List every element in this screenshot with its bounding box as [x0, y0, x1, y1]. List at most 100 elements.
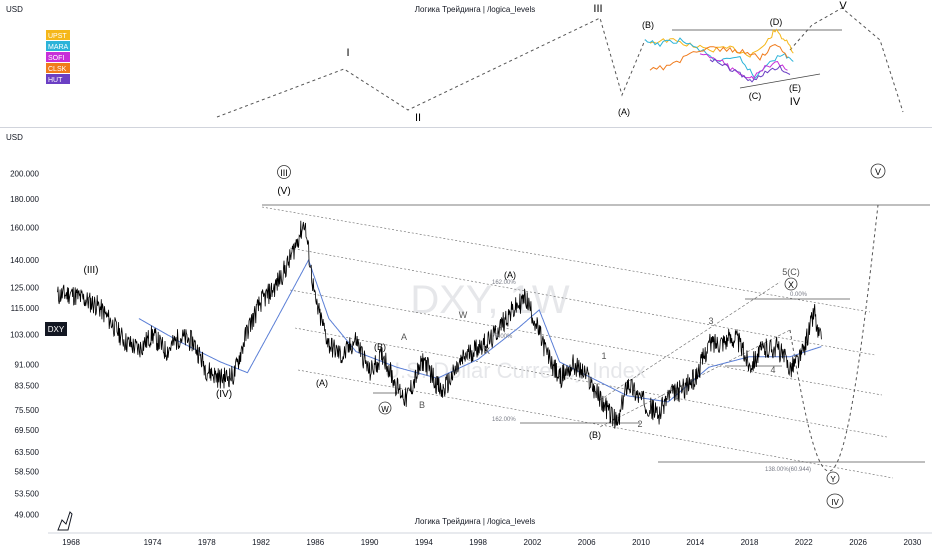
wave-label: (B)	[374, 342, 386, 352]
wave-label: X	[788, 280, 794, 290]
main-currency-label: USD	[6, 133, 23, 142]
y-tick-label: 125.000	[10, 284, 39, 293]
stock-line	[644, 37, 794, 80]
x-tick-label: 2030	[904, 538, 922, 547]
y-tick-label: 49.000	[15, 511, 40, 520]
stock-line	[709, 58, 791, 83]
wave-label: (IV)	[216, 389, 232, 400]
y-tick-label: 91.000	[15, 361, 40, 370]
ma-series-line	[138, 258, 822, 403]
top-wave-label: III	[593, 3, 602, 15]
x-tick-label: 2026	[849, 538, 867, 547]
price-series-line	[57, 220, 822, 429]
legend[interactable]: UPST MARA SOFI CLSK HUT	[46, 30, 70, 84]
wave-label: W	[459, 310, 468, 320]
name-watermark: U.S. Dollar Currency Index	[384, 358, 646, 383]
legend-label: UPST	[48, 33, 67, 40]
y-tick-label: 58.500	[15, 468, 40, 477]
legend-chip[interactable]	[46, 30, 70, 40]
top-wave-label: (E)	[789, 83, 801, 93]
fib-label: 78.00%	[492, 334, 513, 340]
x-tick-label: 1968	[62, 538, 80, 547]
top-wave-label: (B)	[642, 20, 654, 30]
x-axis[interactable]: 1968 1974 1978 1982 1986 1990 1994 1998 2002 2006…	[48, 532, 932, 547]
wave-label: 4	[770, 365, 775, 375]
moving-average-line	[138, 258, 822, 403]
x-tick-label: 1982	[252, 538, 270, 547]
price-tag: DXY	[48, 325, 65, 334]
stock-lines	[644, 28, 794, 83]
fib-labels: 162.00% 78.00% 162.00% 0.00% 138.00%(60.…	[492, 280, 811, 473]
legend-chip[interactable]	[46, 63, 70, 73]
bottom-watermark: Логика Трейдинга | /logica_levels	[415, 517, 536, 526]
fib-label: 162.00%	[492, 280, 516, 286]
stock-line	[699, 53, 788, 80]
top-currency-label: USD	[6, 5, 23, 14]
y-tick-label: 115.000	[11, 304, 40, 313]
y-tick-label: 103.000	[10, 331, 39, 340]
x-tick-label: 2006	[578, 538, 596, 547]
wave-label: (A)	[316, 378, 328, 388]
top-watermark: Логика Трейдинга | /logica_levels	[415, 5, 536, 14]
tradingview-logo	[57, 511, 73, 531]
wave-label: Y	[830, 475, 836, 484]
symbol-watermark: DXY, 1W	[410, 278, 570, 322]
channel-lines	[261, 204, 930, 479]
wave-label: IV	[831, 498, 839, 507]
wave-label: 1	[601, 351, 606, 361]
x-tick-label: 1990	[361, 538, 379, 547]
fib-label: 138.00%(60.944)	[765, 467, 811, 473]
wave-label: A	[401, 332, 407, 342]
top-wave-label: (D)	[770, 17, 783, 27]
y-axis[interactable]: 200.000 180.000 160.000 140.000 125.000 115.0…	[10, 170, 39, 520]
top-pane: USD Логика Трейдинга | /logica_levels UP…	[6, 0, 904, 124]
wave-label: 5(C)	[782, 267, 800, 277]
stock-line	[649, 44, 788, 71]
legend-chip[interactable]	[46, 74, 70, 84]
fib-label: 162.00%	[492, 417, 516, 423]
main-pane: USD DXY, 1W U.S. Dollar Currency Index Л…	[6, 133, 932, 547]
y-tick-label: 200.000	[10, 170, 39, 179]
x-tick-label: 1998	[469, 538, 487, 547]
legend-label: SOFI	[48, 55, 64, 62]
top-wave-label: IV	[790, 96, 801, 108]
x-tick-label: 2010	[632, 538, 650, 547]
top-wave-label: II	[415, 112, 421, 124]
wave-label: (III)	[84, 265, 99, 276]
top-wave-label: V	[839, 0, 847, 12]
legend-label: HUT	[48, 77, 63, 84]
y-tick-label: 53.500	[15, 489, 40, 498]
x-tick-label: 2022	[795, 538, 813, 547]
x-tick-label: 2014	[686, 538, 704, 547]
x-tick-label: 1994	[415, 538, 433, 547]
wave-label: (A)	[504, 270, 516, 280]
y-tick-label: 75.500	[15, 406, 40, 415]
y-tick-label: 63.500	[15, 448, 40, 457]
wave-labels: (III) III (V) (IV) (A) (B) A B W X (A) (…	[84, 163, 886, 509]
top-wave-label: (A)	[618, 107, 630, 117]
price-marker: DXY	[45, 322, 67, 336]
wave-label: 3	[708, 316, 713, 326]
price-line	[57, 220, 822, 429]
top-wave-label: (C)	[749, 91, 762, 101]
legend-label: MARA	[48, 44, 69, 51]
fib-label: 0.00%	[790, 292, 808, 298]
wave-label: W	[381, 405, 389, 414]
legend-label: CLSK	[48, 66, 67, 73]
y-tick-label: 160.000	[10, 224, 39, 233]
x-tick-label: 1986	[306, 538, 324, 547]
x-tick-label: 1978	[198, 538, 216, 547]
x-tick-label: 2018	[741, 538, 759, 547]
wave-label: B	[419, 400, 425, 410]
wave-label: (B)	[589, 430, 601, 440]
wave-label: (V)	[277, 186, 290, 197]
legend-chip[interactable]	[46, 52, 70, 62]
x-tick-label: 1974	[144, 538, 162, 547]
y-tick-label: 69.500	[15, 426, 40, 435]
x-tick-label: 2002	[524, 538, 542, 547]
stock-line	[649, 28, 794, 58]
wave-label: V	[875, 167, 881, 177]
legend-chip[interactable]	[46, 41, 70, 51]
wave-label: III	[280, 168, 288, 178]
